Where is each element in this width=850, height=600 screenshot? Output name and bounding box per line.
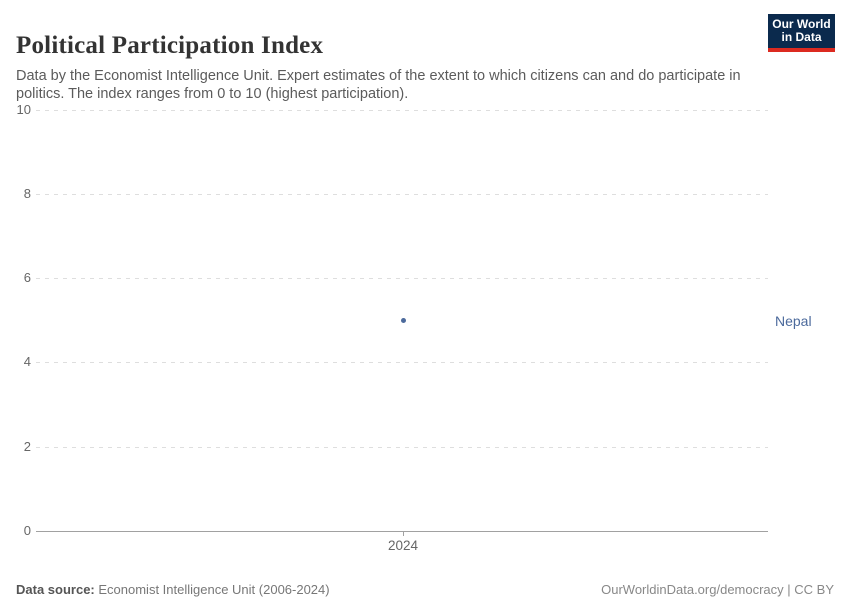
y-axis-tick-8: 8 <box>23 186 31 201</box>
page-title: Political Participation Index <box>16 31 324 59</box>
y-axis-tick-4: 4 <box>23 354 31 369</box>
y-axis-tick-6: 6 <box>23 270 31 285</box>
y-axis-tick-0: 0 <box>23 523 31 538</box>
gridline-4 <box>36 362 768 363</box>
owid-logo: Our World in Data <box>768 14 835 52</box>
owid-logo-line2: in Data <box>781 30 822 44</box>
entity-label-nepal[interactable]: Nepal <box>775 313 812 329</box>
gridline-6 <box>36 278 768 279</box>
data-source-text: Economist Intelligence Unit (2006-2024) <box>94 582 330 597</box>
license-note[interactable]: OurWorldinData.org/democracy | CC BY <box>601 582 834 597</box>
x-axis-tick-2024: 2024 <box>387 538 419 553</box>
gridline-2 <box>36 447 768 448</box>
y-axis-tick-2: 2 <box>23 439 31 454</box>
data-point-nepal-2024[interactable] <box>401 318 406 323</box>
chart-subtitle: Data by the Economist Intelligence Unit.… <box>16 67 741 102</box>
gridline-10 <box>36 110 768 111</box>
owid-logo-line1: Our World <box>772 16 831 31</box>
x-axis-line <box>36 531 768 532</box>
x-axis-tick-mark <box>403 531 404 536</box>
gridline-8 <box>36 194 768 195</box>
y-axis-tick-10: 10 <box>16 102 31 117</box>
data-source-label: Data source: <box>16 582 95 597</box>
data-source-note: Data source: Economist Intelligence Unit… <box>16 582 330 597</box>
